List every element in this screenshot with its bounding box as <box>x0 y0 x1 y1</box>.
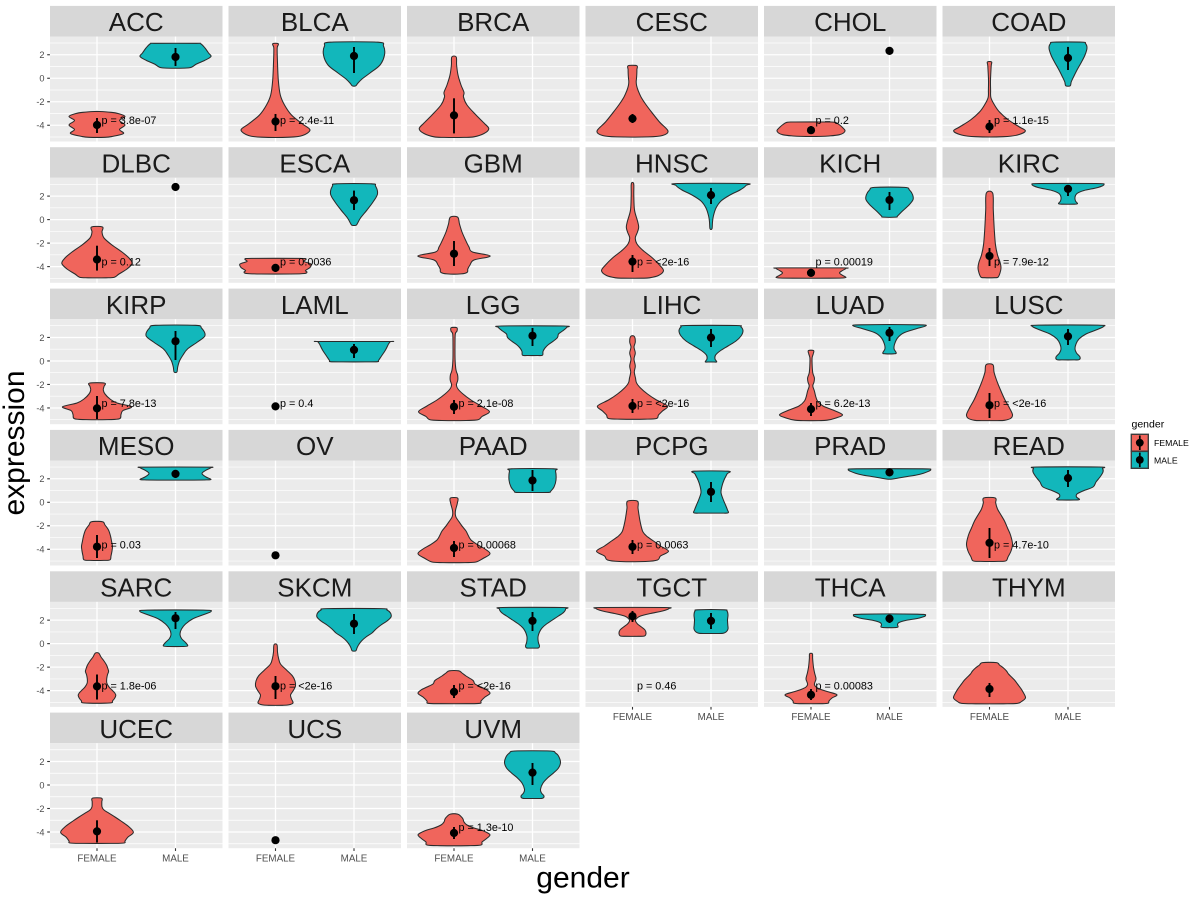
svg-text:p = 0.00083: p = 0.00083 <box>816 681 873 693</box>
svg-text:BLCA: BLCA <box>281 7 350 37</box>
svg-text:UCS: UCS <box>287 714 342 744</box>
svg-text:UCEC: UCEC <box>99 714 173 744</box>
svg-text:READ: READ <box>993 431 1065 461</box>
svg-text:LUAD: LUAD <box>816 290 885 320</box>
svg-text:KIRP: KIRP <box>106 290 167 320</box>
svg-text:-4: -4 <box>36 686 44 696</box>
svg-text:p = 2.4e-11: p = 2.4e-11 <box>280 115 334 127</box>
svg-text:p = 1.8e-06: p = 1.8e-06 <box>102 681 157 693</box>
svg-text:STAD: STAD <box>459 573 526 603</box>
svg-text:0: 0 <box>39 780 44 790</box>
svg-text:FEMALE: FEMALE <box>256 854 296 865</box>
svg-text:2: 2 <box>39 616 44 626</box>
svg-text:0: 0 <box>39 639 44 649</box>
svg-text:SARC: SARC <box>100 573 172 603</box>
svg-text:p = 6.2e-13: p = 6.2e-13 <box>816 398 871 410</box>
svg-text:THYM: THYM <box>992 573 1066 603</box>
svg-text:p = 0.03: p = 0.03 <box>102 539 141 551</box>
svg-text:-4: -4 <box>36 403 44 413</box>
svg-text:0: 0 <box>39 498 44 508</box>
svg-text:COAD: COAD <box>991 7 1066 37</box>
svg-text:PRAD: PRAD <box>814 431 886 461</box>
svg-text:MALE: MALE <box>1154 455 1178 465</box>
svg-text:gender: gender <box>1132 419 1165 431</box>
svg-text:PAAD: PAAD <box>459 431 528 461</box>
svg-text:2: 2 <box>39 333 44 343</box>
svg-text:OV: OV <box>296 431 334 461</box>
svg-text:-2: -2 <box>36 663 44 673</box>
svg-text:-2: -2 <box>36 97 44 107</box>
svg-text:MALE: MALE <box>162 854 189 865</box>
svg-text:GBM: GBM <box>464 148 523 178</box>
svg-text:BRCA: BRCA <box>457 7 530 37</box>
svg-text:2: 2 <box>39 50 44 60</box>
svg-text:p = <2e-16: p = <2e-16 <box>459 681 511 693</box>
svg-text:0: 0 <box>39 356 44 366</box>
svg-text:p = <2e-16: p = <2e-16 <box>637 257 689 269</box>
svg-text:THCA: THCA <box>815 573 886 603</box>
svg-text:p = 0.12: p = 0.12 <box>102 257 141 269</box>
svg-text:p = 0.46: p = 0.46 <box>637 681 676 693</box>
svg-text:p = 1.3e-10: p = 1.3e-10 <box>459 822 514 834</box>
svg-text:FEMALE: FEMALE <box>791 712 831 723</box>
svg-text:KICH: KICH <box>819 148 881 178</box>
svg-text:LIHC: LIHC <box>642 290 701 320</box>
svg-text:2: 2 <box>39 192 44 202</box>
svg-text:FEMALE: FEMALE <box>1154 438 1189 448</box>
svg-text:0: 0 <box>39 215 44 225</box>
svg-text:p = <2e-16: p = <2e-16 <box>637 398 689 410</box>
svg-text:MALE: MALE <box>698 712 725 723</box>
svg-text:p = 3.8e-07: p = 3.8e-07 <box>102 115 157 127</box>
svg-text:LUSC: LUSC <box>994 290 1063 320</box>
svg-text:p = 0.00068: p = 0.00068 <box>459 539 516 551</box>
svg-text:p = 1.1e-15: p = 1.1e-15 <box>994 115 1049 127</box>
svg-text:p = 4.7e-10: p = 4.7e-10 <box>994 539 1049 551</box>
svg-text:SKCM: SKCM <box>277 573 352 603</box>
svg-text:p = 2.1e-08: p = 2.1e-08 <box>459 398 514 410</box>
svg-text:FEMALE: FEMALE <box>77 854 117 865</box>
svg-text:DLBC: DLBC <box>102 148 171 178</box>
svg-text:UVM: UVM <box>464 714 522 744</box>
svg-text:p = <2e-16: p = <2e-16 <box>994 398 1046 410</box>
svg-text:TGCT: TGCT <box>636 573 707 603</box>
svg-text:p = 7.8e-13: p = 7.8e-13 <box>102 398 157 410</box>
svg-text:LAML: LAML <box>281 290 349 320</box>
svg-text:p = 0.00019: p = 0.00019 <box>816 257 873 269</box>
svg-text:CHOL: CHOL <box>814 7 886 37</box>
svg-text:HNSC: HNSC <box>635 148 709 178</box>
svg-text:gender: gender <box>536 862 629 895</box>
svg-text:0: 0 <box>39 74 44 84</box>
svg-text:MALE: MALE <box>876 712 903 723</box>
svg-text:expression: expression <box>0 370 31 515</box>
svg-text:-4: -4 <box>36 121 44 131</box>
svg-text:PCPG: PCPG <box>635 431 709 461</box>
svg-text:CESC: CESC <box>636 7 708 37</box>
svg-text:p = 0.4: p = 0.4 <box>280 398 313 410</box>
svg-text:p = 7.9e-12: p = 7.9e-12 <box>994 257 1049 269</box>
svg-text:-4: -4 <box>36 262 44 272</box>
svg-text:p = 0.2: p = 0.2 <box>816 115 849 127</box>
svg-text:KIRC: KIRC <box>998 148 1060 178</box>
svg-text:MESO: MESO <box>98 431 175 461</box>
svg-text:FEMALE: FEMALE <box>434 854 474 865</box>
svg-text:MALE: MALE <box>1055 712 1082 723</box>
svg-text:-2: -2 <box>36 804 44 814</box>
svg-text:-4: -4 <box>36 827 44 837</box>
svg-text:ESCA: ESCA <box>279 148 350 178</box>
svg-text:-2: -2 <box>36 239 44 249</box>
svg-text:-2: -2 <box>36 521 44 531</box>
svg-text:FEMALE: FEMALE <box>970 712 1010 723</box>
svg-text:MALE: MALE <box>341 854 368 865</box>
svg-text:-4: -4 <box>36 545 44 555</box>
svg-text:ACC: ACC <box>109 7 164 37</box>
svg-text:-2: -2 <box>36 380 44 390</box>
svg-text:FEMALE: FEMALE <box>613 712 653 723</box>
svg-text:p = <2e-16: p = <2e-16 <box>280 681 332 693</box>
svg-text:LGG: LGG <box>466 290 521 320</box>
svg-text:2: 2 <box>39 757 44 767</box>
svg-text:p = 0.0063: p = 0.0063 <box>637 539 688 551</box>
svg-text:MALE: MALE <box>519 854 546 865</box>
svg-text:2: 2 <box>39 474 44 484</box>
svg-text:p = 0.0036: p = 0.0036 <box>280 257 331 269</box>
